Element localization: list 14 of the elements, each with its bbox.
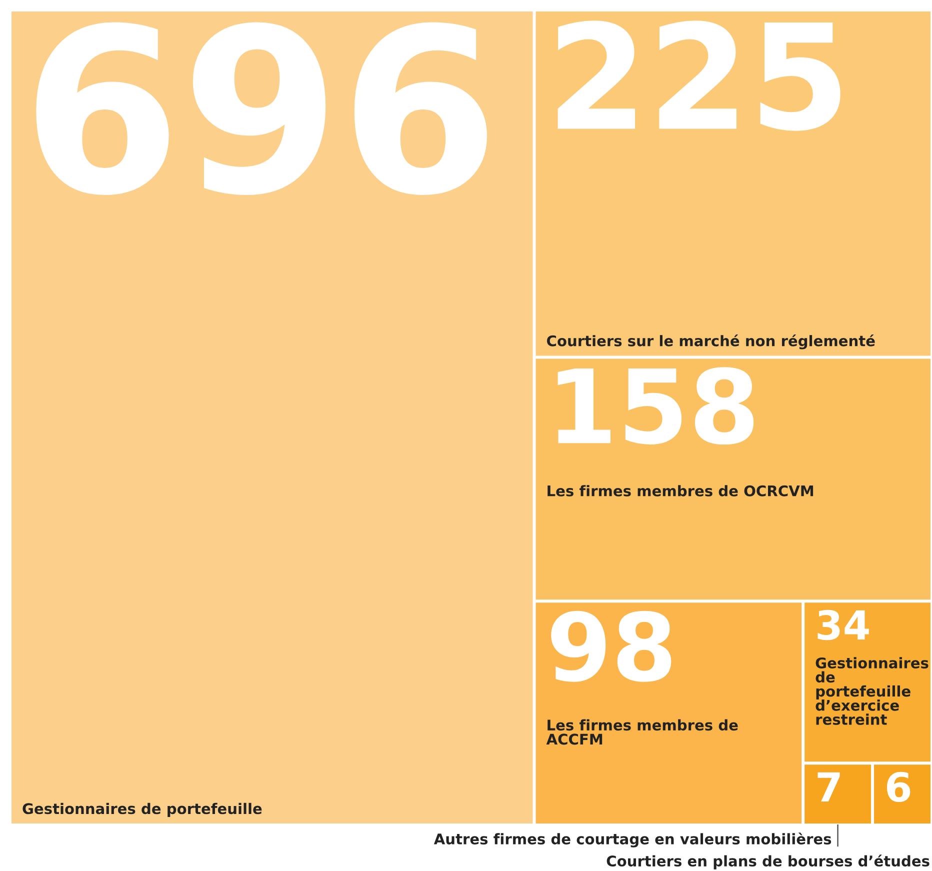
data-label: 696	[36, 22, 487, 195]
category-label: Les firmes membres de ACCFM	[546, 719, 738, 745]
category-label: Courtiers sur le marché non réglementé	[547, 334, 875, 350]
category-label: Gestionnaires de portefeuille	[22, 802, 262, 817]
data-label: 98	[551, 610, 672, 682]
data-label: 158	[558, 367, 754, 445]
data-label: 7	[818, 772, 840, 802]
category-label: Autres firmes de courtage en valeurs mobilières	[434, 832, 832, 848]
data-label: 225	[558, 20, 840, 131]
category-label: Gestionnaires de portefeuille d’exercice restreint	[816, 657, 928, 725]
category-label: Les firmes membres de OCRCVM	[548, 485, 814, 496]
data-label: 34	[818, 610, 869, 640]
data-label: 6	[886, 772, 910, 802]
category-label: Courtiers en plans de bourses d’études	[606, 854, 930, 870]
